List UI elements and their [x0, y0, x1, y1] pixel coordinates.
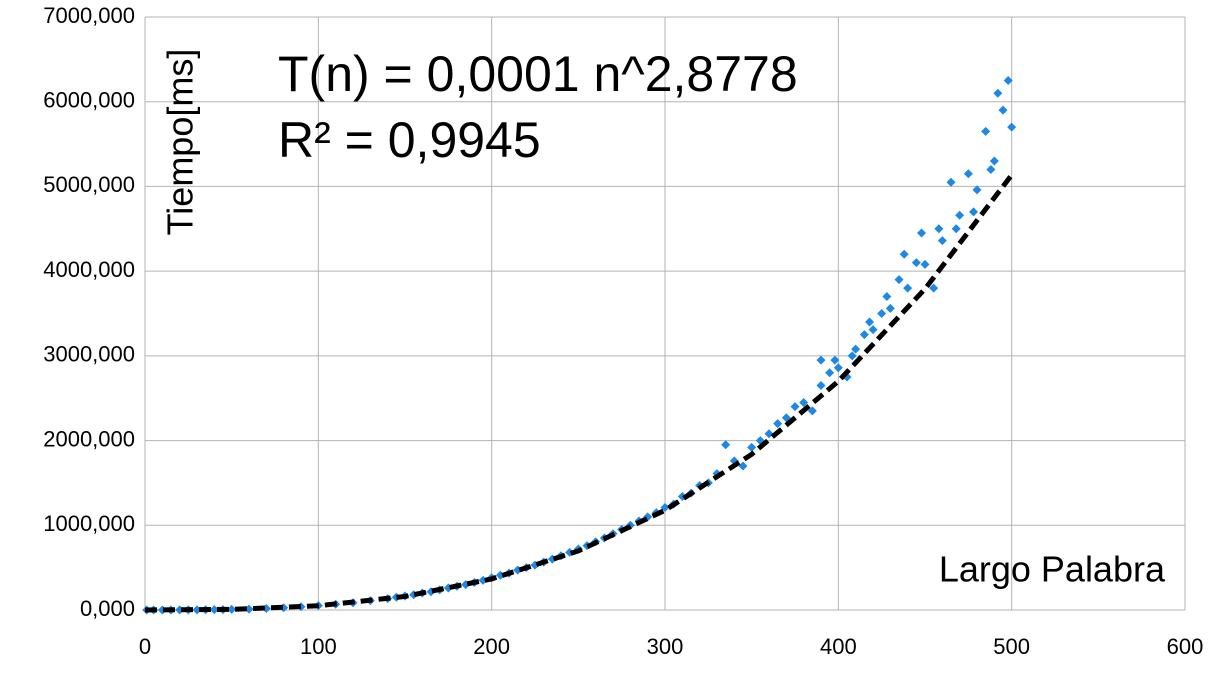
- x-tick-label: 300: [647, 634, 684, 659]
- point: [764, 429, 774, 439]
- x-tick-label: 400: [820, 634, 857, 659]
- y-tick-label: 3000,000: [43, 342, 135, 367]
- point: [816, 381, 826, 391]
- point: [721, 440, 731, 450]
- point: [847, 351, 857, 361]
- y-tick-label: 1000,000: [43, 511, 135, 536]
- point: [851, 344, 861, 354]
- point: [937, 236, 947, 246]
- point: [885, 303, 895, 313]
- point: [773, 419, 783, 429]
- point: [986, 164, 996, 174]
- y-tick-label: 7000,000: [43, 3, 135, 28]
- y-tick-label: 6000,000: [43, 88, 135, 113]
- point: [963, 169, 973, 179]
- x-tick-label: 200: [473, 634, 510, 659]
- point: [998, 105, 1008, 115]
- point: [227, 604, 237, 614]
- point: [209, 605, 219, 615]
- point: [934, 224, 944, 234]
- point: [903, 283, 913, 293]
- point: [816, 355, 826, 365]
- point: [738, 461, 748, 471]
- point: [894, 275, 904, 285]
- y-tick-label: 5000,000: [43, 172, 135, 197]
- point: [951, 224, 961, 234]
- equation: T(n) = 0,0001 n^2,8778: [278, 46, 798, 102]
- trendline: [144, 173, 1014, 613]
- point: [989, 156, 999, 166]
- x-tick-label: 0: [139, 634, 151, 659]
- point: [830, 355, 840, 365]
- y-axis-label: Tiempo[ms]: [160, 49, 201, 236]
- r-squared: R² = 0,9945: [278, 112, 541, 168]
- point: [981, 126, 991, 136]
- point: [790, 402, 800, 412]
- point: [868, 325, 878, 335]
- point: [946, 177, 956, 187]
- point: [899, 249, 909, 259]
- x-tick-label: 100: [300, 634, 337, 659]
- y-tick-label: 2000,000: [43, 426, 135, 451]
- point: [917, 228, 927, 238]
- point: [882, 292, 892, 302]
- x-tick-label: 600: [1167, 634, 1204, 659]
- point: [747, 442, 757, 452]
- point: [929, 283, 939, 293]
- point: [911, 258, 921, 268]
- y-tick-label: 4000,000: [43, 257, 135, 282]
- point: [1003, 76, 1013, 86]
- point: [859, 330, 869, 340]
- y-tick-label: 0,000: [80, 596, 135, 621]
- x-tick-label: 500: [993, 634, 1030, 659]
- point: [865, 317, 875, 327]
- point: [807, 406, 817, 416]
- point: [920, 259, 930, 269]
- point: [972, 185, 982, 195]
- point: [955, 210, 965, 220]
- point: [993, 88, 1003, 98]
- x-axis-label: Largo Palabra: [939, 549, 1166, 590]
- point: [969, 207, 979, 217]
- point: [1007, 122, 1017, 132]
- point: [877, 309, 887, 318]
- point: [825, 368, 835, 378]
- point: [833, 363, 843, 373]
- point: [799, 397, 809, 407]
